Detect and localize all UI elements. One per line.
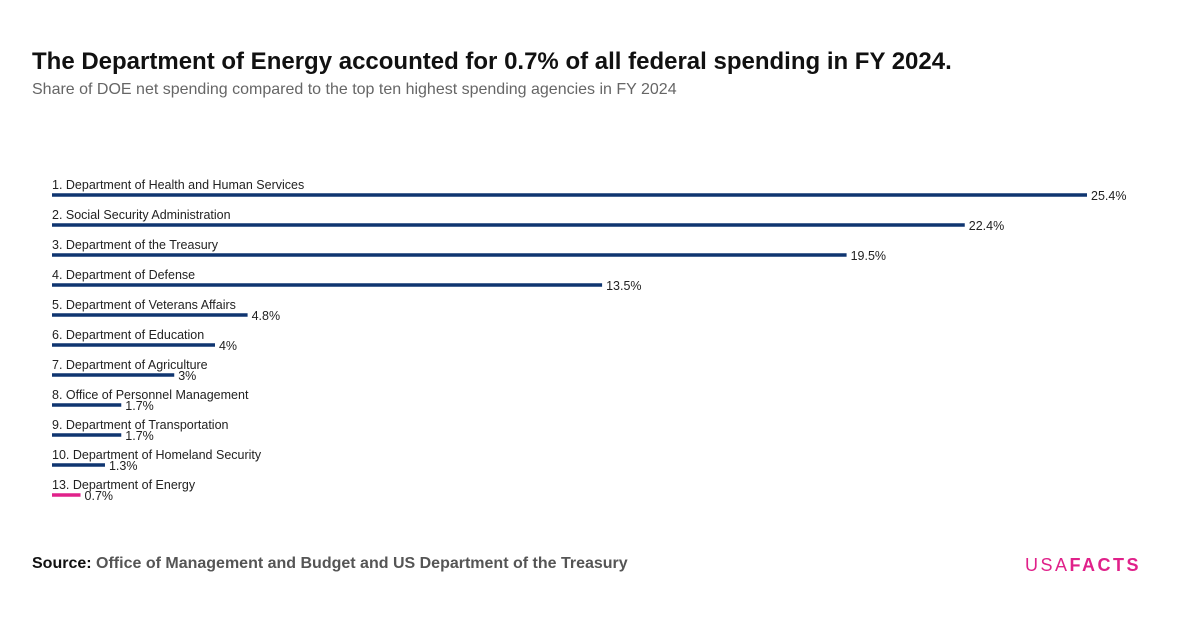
chart-title: The Department of Energy accounted for 0… [32,48,952,75]
value-label: 4% [219,339,237,353]
logo-usa: USA [1025,555,1070,575]
value-label: 13.5% [606,279,641,293]
logo-facts: FACTS [1069,555,1142,575]
value-label: 1.7% [125,399,154,413]
category-label: 7. Department of Agriculture [52,358,208,372]
category-label: 5. Department of Veterans Affairs [52,298,236,312]
value-label: 1.7% [125,429,154,443]
category-label: 8. Office of Personnel Management [52,388,249,402]
category-label: 3. Department of the Treasury [52,238,219,252]
bar [52,283,603,287]
value-label: 4.8% [252,309,281,323]
bar [52,403,122,407]
source-note: Source: Office of Management and Budget … [32,555,628,573]
bar-highlight [52,493,81,497]
value-label: 1.3% [109,459,138,473]
bar [52,373,175,377]
bar [52,193,1087,197]
bar [52,343,215,347]
bar [52,463,105,467]
value-label: 25.4% [1091,189,1126,203]
value-label: 19.5% [851,249,886,263]
source-label: Source: [32,555,92,572]
bar [52,313,248,317]
category-label: 6. Department of Education [52,328,204,342]
category-label: 2. Social Security Administration [52,208,231,222]
bar [52,253,847,257]
chart-subtitle: Share of DOE net spending compared to th… [32,81,677,98]
source-text: Office of Management and Budget and US D… [96,555,628,572]
bar [52,223,965,227]
value-label: 0.7% [85,489,114,503]
category-label: 9. Department of Transportation [52,418,229,432]
category-label: 10. Department of Homeland Security [52,448,262,462]
value-label: 3% [178,369,196,383]
usafacts-logo: USAFACTS [1025,555,1141,576]
category-label: 1. Department of Health and Human Servic… [52,178,304,192]
category-label: 13. Department of Energy [52,478,196,492]
bar [52,433,122,437]
value-label: 22.4% [969,219,1004,233]
category-label: 4. Department of Defense [52,268,195,282]
